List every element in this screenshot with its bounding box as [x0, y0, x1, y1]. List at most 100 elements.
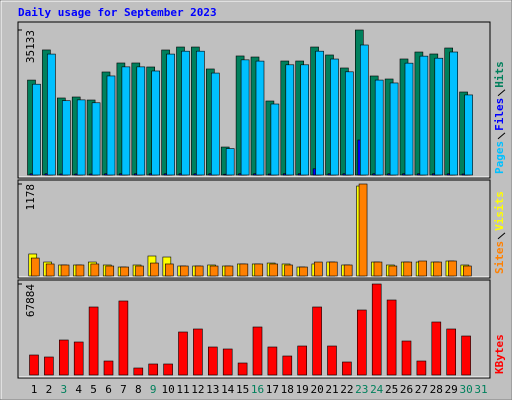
- bar: [374, 79, 384, 176]
- y-tick-label: 1178: [24, 184, 37, 211]
- bar: [300, 64, 310, 176]
- bar: [327, 345, 337, 376]
- bar: [151, 70, 160, 176]
- x-tick-label: 18: [281, 383, 294, 396]
- bar: [404, 62, 414, 176]
- bar: [464, 94, 473, 176]
- bar: [148, 363, 158, 376]
- bar: [178, 331, 188, 376]
- bar: [388, 265, 398, 277]
- legend-label: Sites: [493, 241, 506, 274]
- bar: [433, 261, 442, 277]
- bar: [73, 341, 84, 376]
- panel: [17, 179, 491, 279]
- bar: [297, 345, 308, 376]
- x-tick-label: 27: [415, 383, 428, 396]
- bar: [44, 356, 54, 376]
- bar: [358, 183, 368, 277]
- legend-separator: [497, 89, 506, 97]
- bar: [416, 360, 427, 376]
- bar: [32, 83, 41, 176]
- bar: [269, 263, 278, 277]
- bar: [342, 361, 352, 376]
- x-tick-label: 8: [135, 383, 142, 396]
- bar: [356, 309, 367, 376]
- bar: [463, 265, 472, 277]
- bar: [240, 59, 250, 176]
- x-tick-label: 2: [46, 383, 53, 396]
- chart-title: Daily usage for September 2023: [18, 6, 217, 19]
- x-tick-label: 17: [266, 383, 279, 396]
- y-tick-label: 35133: [24, 30, 37, 63]
- bar: [75, 264, 85, 277]
- bar: [403, 261, 413, 277]
- x-tick-label: 1: [31, 383, 38, 396]
- bar: [106, 75, 116, 176]
- bar: [165, 263, 174, 277]
- bar: [330, 58, 339, 176]
- legend-label: Visits: [493, 191, 506, 231]
- x-tick-label: 9: [150, 383, 157, 396]
- bar: [373, 261, 383, 277]
- bar: [136, 66, 146, 176]
- bar: [449, 51, 459, 176]
- legend-label: Files: [493, 98, 506, 131]
- x-tick-label: 16: [251, 383, 264, 396]
- bar: [222, 348, 233, 376]
- bar: [193, 328, 203, 376]
- bar: [61, 100, 71, 176]
- bar: [133, 367, 144, 376]
- bar: [419, 55, 429, 176]
- bar: [434, 57, 444, 176]
- bar: [448, 260, 457, 277]
- bar: [224, 265, 234, 277]
- bar: [284, 264, 293, 277]
- bar: [431, 321, 442, 376]
- x-tick-label: 13: [206, 383, 219, 396]
- bar: [270, 103, 280, 176]
- bar: [401, 340, 412, 376]
- x-tick-label: 5: [90, 383, 97, 396]
- bar: [103, 360, 114, 376]
- bar: [239, 263, 249, 277]
- x-tick-label: 11: [176, 383, 189, 396]
- x-tick-label: 21: [325, 383, 338, 396]
- x-tick-label: 3: [60, 383, 67, 396]
- bar: [389, 82, 399, 176]
- x-tick-label: 7: [120, 383, 127, 396]
- legend-separator: [497, 232, 506, 240]
- bar: [418, 260, 427, 277]
- bar: [194, 265, 204, 277]
- bar: [252, 326, 263, 376]
- bar: [285, 64, 295, 176]
- x-tick-label: 24: [370, 383, 384, 396]
- bar: [299, 266, 308, 277]
- x-tick-label: 28: [430, 383, 443, 396]
- bar: [386, 299, 397, 376]
- bar: [237, 362, 248, 376]
- bar: [209, 265, 219, 277]
- bar: [45, 263, 55, 277]
- bar: [314, 261, 323, 277]
- x-tick-label: 15: [236, 383, 249, 396]
- bar: [179, 265, 189, 277]
- bar: [461, 335, 471, 376]
- x-tick-label: 20: [310, 383, 323, 396]
- bar: [254, 263, 264, 277]
- x-tick-label: 23: [355, 383, 368, 396]
- bar: [105, 265, 115, 277]
- bar: [211, 72, 220, 176]
- bar: [343, 264, 353, 277]
- x-tick-label: 25: [385, 383, 398, 396]
- x-tick-label: 14: [221, 383, 235, 396]
- bar: [225, 148, 235, 176]
- bar: [196, 50, 205, 176]
- legend-label: KBytes: [493, 334, 506, 374]
- x-tick-label: 10: [161, 383, 174, 396]
- bar: [76, 99, 86, 176]
- bar: [315, 50, 324, 176]
- bar: [446, 328, 457, 376]
- x-tick-label: 6: [105, 383, 112, 396]
- bar: [58, 339, 69, 376]
